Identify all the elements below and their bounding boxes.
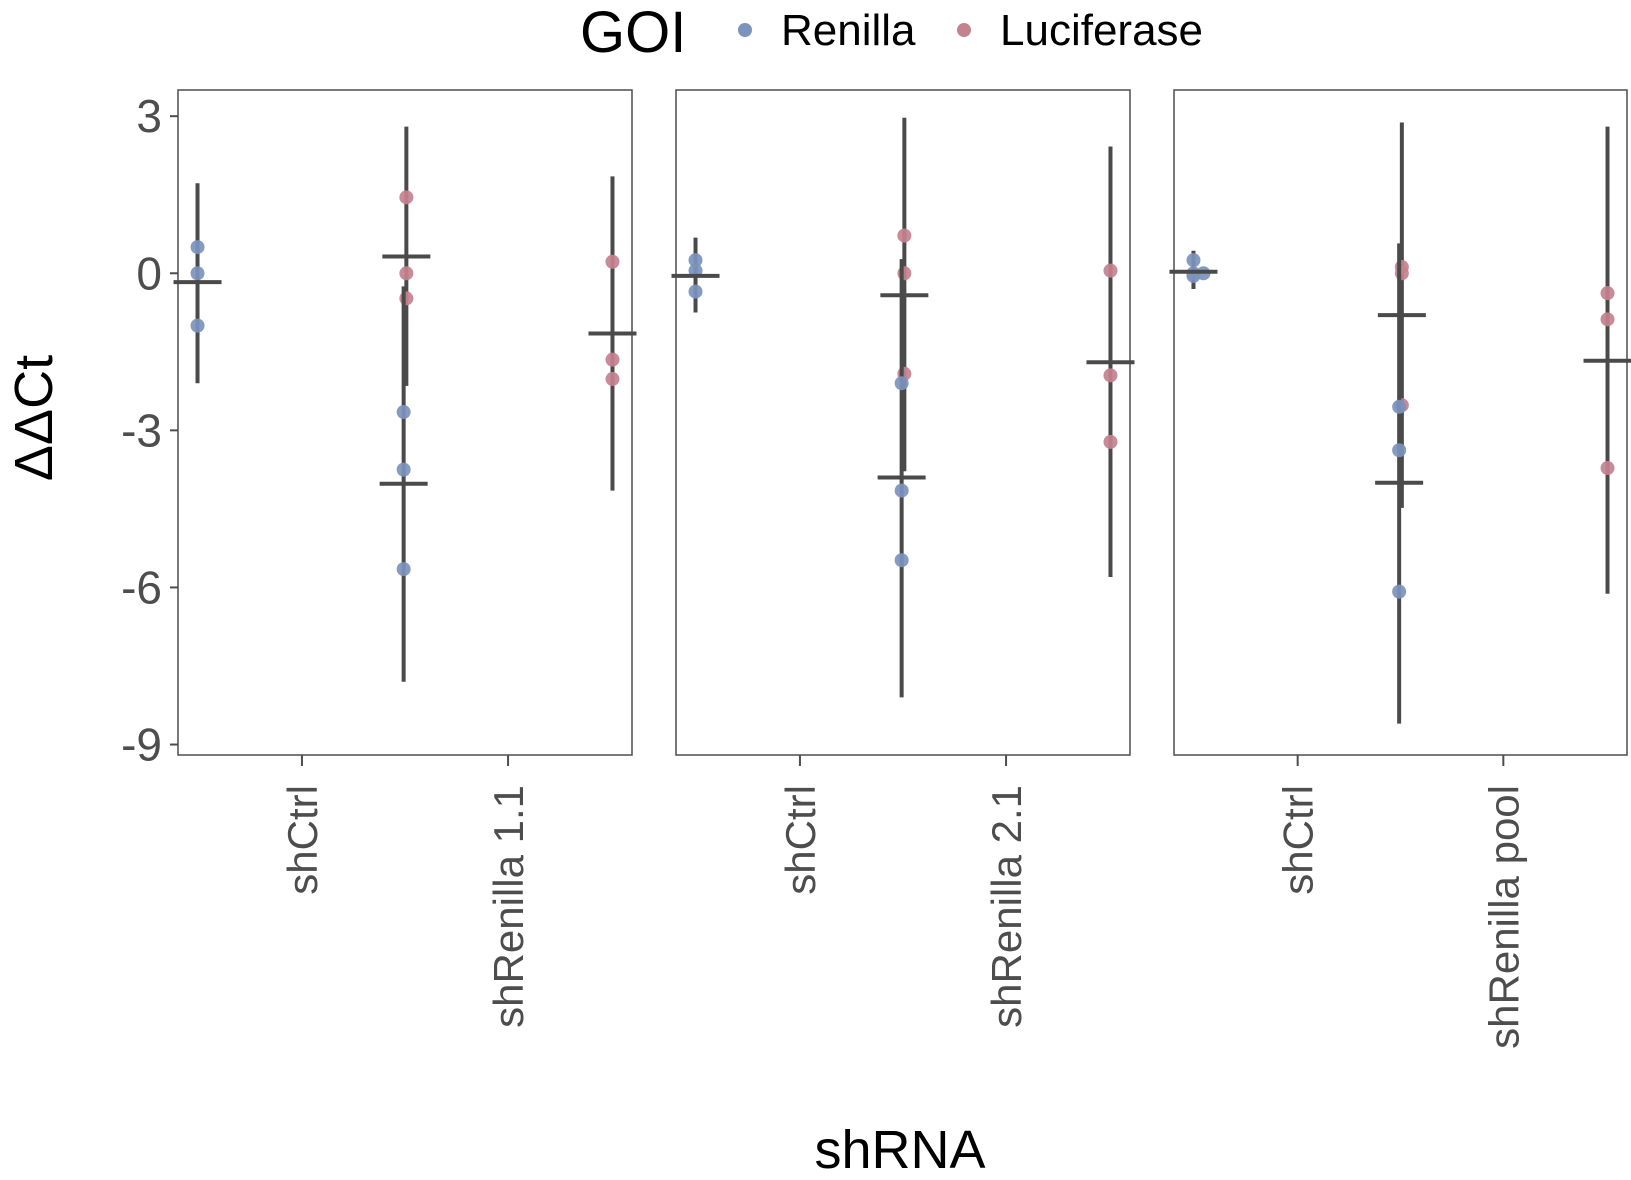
x-axis-title: shRNA	[814, 1120, 985, 1180]
panel-frame	[675, 89, 1131, 756]
legend-key-renilla	[738, 23, 752, 37]
group-luciferase	[588, 176, 637, 491]
data-point	[396, 405, 411, 420]
x-tick-label: shCtrl	[777, 785, 824, 895]
panel-1: shCtrl shRenilla 1.1	[173, 89, 637, 1028]
data-point	[399, 190, 414, 205]
data-point	[605, 352, 620, 367]
y-tick-label: 0	[136, 247, 162, 299]
y-axis-title: ΔΔCt	[4, 355, 64, 481]
x-tick-label: shCtrl	[279, 785, 326, 895]
x-tick-label: shRenilla 2.1	[983, 785, 1030, 1028]
data-point	[190, 266, 205, 281]
group-luciferase	[880, 117, 929, 472]
group-luciferase	[1583, 126, 1631, 594]
data-point	[605, 254, 620, 269]
group-renilla	[877, 259, 926, 698]
panel-frame	[177, 89, 633, 756]
data-point	[894, 553, 909, 568]
y-tick-label: 3	[136, 90, 162, 142]
data-point	[396, 462, 411, 477]
data-point	[1600, 286, 1615, 301]
group-renilla	[379, 286, 428, 682]
group-luciferase	[1086, 146, 1135, 577]
panel-2: shCtrl shRenilla 2.1	[671, 89, 1135, 1028]
panels: shCtrl shRenilla 1.1 shCtrl shRenilla 2.1 sh…	[173, 89, 1631, 1049]
y-axis: 3 0 -3 -6 -9	[121, 90, 178, 771]
data-point	[399, 291, 414, 306]
data-point	[1392, 443, 1407, 458]
data-point	[897, 228, 912, 243]
x-tick-label: shRenilla pool	[1480, 785, 1527, 1049]
data-point	[1392, 399, 1407, 414]
group-renilla	[1169, 250, 1218, 289]
data-point	[605, 372, 620, 387]
group-renilla	[1375, 243, 1424, 724]
group-luciferase	[382, 126, 431, 386]
panel-frame	[1173, 89, 1628, 756]
data-point	[688, 284, 703, 299]
data-point	[1186, 253, 1201, 268]
data-point	[1392, 584, 1407, 599]
group-renilla	[671, 237, 720, 313]
data-point	[396, 562, 411, 577]
data-point	[399, 266, 414, 281]
y-tick-label: -9	[121, 719, 162, 771]
data-point	[1600, 461, 1615, 476]
data-point	[897, 266, 912, 281]
y-tick-label: -3	[121, 404, 162, 456]
group-renilla	[173, 183, 222, 384]
y-tick-label: -6	[121, 561, 162, 613]
legend-key-luciferase	[957, 23, 971, 37]
data-point	[688, 253, 703, 268]
data-point	[894, 483, 909, 498]
data-point	[190, 318, 205, 333]
x-tick-label: shRenilla 1.1	[485, 785, 532, 1028]
data-point	[1103, 368, 1118, 383]
data-point	[1103, 434, 1118, 449]
data-point	[894, 376, 909, 391]
legend-title: GOI	[580, 0, 686, 65]
data-point	[1394, 266, 1409, 281]
data-point	[1103, 263, 1118, 278]
x-tick-label: shCtrl	[1275, 785, 1322, 895]
panel-3: shCtrl shRenilla pool	[1169, 89, 1631, 1049]
data-point	[190, 240, 205, 255]
legend-label-renilla: Renilla	[781, 6, 916, 55]
legend-label-luciferase: Luciferase	[1000, 6, 1203, 55]
legend: GOI Renilla Luciferase	[580, 0, 1203, 65]
data-point	[1600, 312, 1615, 327]
